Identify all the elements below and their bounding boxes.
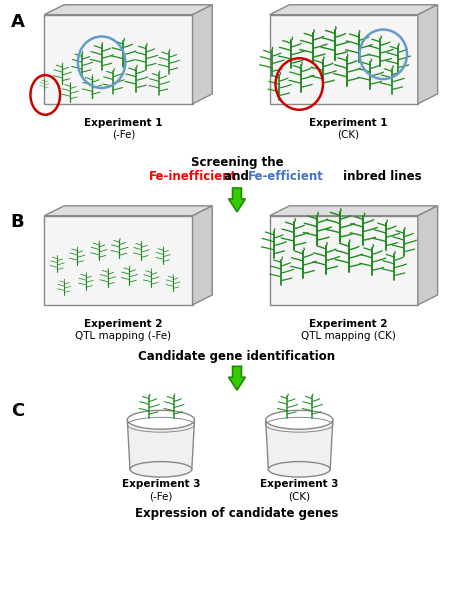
Polygon shape — [192, 206, 212, 305]
Text: QTL mapping (CK): QTL mapping (CK) — [301, 330, 396, 340]
Polygon shape — [418, 206, 438, 305]
Polygon shape — [270, 206, 438, 216]
Text: Experiment 2: Experiment 2 — [310, 319, 388, 329]
Ellipse shape — [268, 462, 330, 477]
Text: Experiment 3: Experiment 3 — [260, 479, 338, 489]
Polygon shape — [228, 366, 246, 390]
Text: (CK): (CK) — [288, 491, 310, 501]
Ellipse shape — [265, 411, 333, 429]
Polygon shape — [270, 15, 418, 104]
Polygon shape — [44, 206, 212, 216]
Ellipse shape — [130, 462, 192, 477]
Text: and: and — [220, 170, 254, 183]
Polygon shape — [265, 420, 333, 469]
Text: Experiment 1: Experiment 1 — [310, 118, 388, 128]
Text: Expression of candidate genes: Expression of candidate genes — [135, 507, 339, 520]
Polygon shape — [192, 5, 212, 104]
Polygon shape — [44, 216, 192, 305]
Polygon shape — [128, 420, 194, 469]
Text: Experiment 3: Experiment 3 — [122, 479, 200, 489]
Text: Screening the: Screening the — [191, 156, 283, 169]
Ellipse shape — [128, 411, 194, 429]
Polygon shape — [228, 188, 246, 212]
Text: (-Fe): (-Fe) — [112, 130, 135, 140]
Text: (CK): (CK) — [337, 130, 360, 140]
Text: inbred lines: inbred lines — [339, 170, 421, 183]
Text: C: C — [11, 402, 24, 420]
Text: A: A — [11, 13, 25, 31]
Polygon shape — [270, 5, 438, 15]
Text: Candidate gene identification: Candidate gene identification — [138, 350, 336, 363]
Text: Fe-efficient: Fe-efficient — [248, 170, 324, 183]
Text: Experiment 1: Experiment 1 — [84, 118, 163, 128]
Text: QTL mapping (-Fe): QTL mapping (-Fe) — [75, 330, 172, 340]
Polygon shape — [44, 15, 192, 104]
Polygon shape — [418, 5, 438, 104]
Polygon shape — [270, 216, 418, 305]
Polygon shape — [44, 5, 212, 15]
Text: Experiment 2: Experiment 2 — [84, 319, 163, 329]
Text: Fe-inefficient: Fe-inefficient — [149, 170, 237, 183]
Text: B: B — [11, 213, 24, 231]
Text: (-Fe): (-Fe) — [149, 491, 173, 501]
